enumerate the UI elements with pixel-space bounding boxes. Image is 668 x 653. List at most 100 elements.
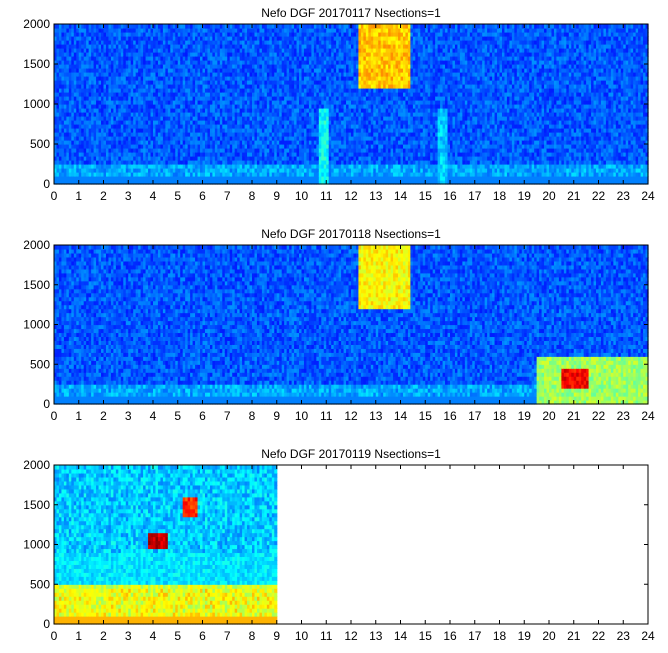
heatmap-cell	[83, 100, 87, 105]
heatmap-cell	[200, 76, 204, 81]
heatmap-cell	[91, 132, 95, 137]
heatmap-cell	[58, 144, 63, 149]
heatmap-cell	[63, 116, 67, 121]
heatmap-cell	[195, 28, 199, 33]
heatmap-cell	[130, 140, 134, 145]
heatmap-cell	[98, 36, 102, 41]
heatmap-cell	[91, 24, 95, 29]
heatmap-cell	[187, 44, 191, 49]
heatmap-cell	[105, 36, 110, 41]
heatmap-cell	[118, 148, 122, 153]
heatmap-cell	[66, 124, 70, 129]
heatmap-cell	[170, 108, 174, 113]
heatmap-cell	[58, 56, 63, 61]
heatmap-cell	[172, 164, 176, 169]
heatmap-cell	[160, 68, 164, 73]
heatmap-cell	[219, 28, 223, 33]
heatmap-cell	[182, 164, 186, 169]
heatmap-cell	[61, 148, 65, 153]
heatmap-cell	[242, 104, 246, 109]
heatmap-cell	[128, 112, 132, 117]
heatmap-cell	[133, 108, 137, 113]
heatmap-cell	[234, 72, 238, 77]
heatmap-cell	[86, 140, 90, 145]
heatmap-cell	[93, 140, 97, 145]
heatmap-cell	[76, 76, 80, 81]
heatmap-cell	[202, 88, 206, 93]
heatmap-cell	[239, 136, 243, 141]
heatmap-cell	[202, 56, 206, 61]
heatmap-cell	[101, 148, 105, 153]
heatmap-cell	[204, 128, 209, 133]
heatmap-cell	[187, 172, 191, 177]
heatmap-cell	[71, 100, 75, 105]
heatmap-cell	[133, 36, 137, 41]
heatmap-cell	[202, 112, 206, 117]
heatmap-cell	[83, 48, 87, 53]
heatmap-cell	[93, 144, 97, 149]
heatmap-cell	[229, 36, 233, 41]
heatmap-cell	[165, 132, 169, 137]
heatmap-cell	[150, 80, 154, 85]
heatmap-cell	[185, 72, 189, 77]
heatmap-cell	[182, 36, 186, 41]
heatmap-cell	[170, 72, 174, 77]
heatmap-cell	[237, 116, 241, 121]
heatmap-cell	[207, 148, 211, 153]
heatmap-cell	[143, 44, 147, 49]
heatmap-cell	[93, 32, 97, 37]
heatmap-cell	[148, 24, 152, 29]
heatmap-cell	[81, 32, 85, 37]
heatmap-cell	[118, 136, 122, 141]
heatmap-cell	[190, 104, 194, 109]
heatmap-cell	[155, 116, 159, 121]
heatmap-cell	[242, 144, 246, 149]
heatmap-cell	[56, 144, 60, 149]
heatmap-cell	[125, 44, 129, 49]
heatmap-cell	[81, 176, 85, 181]
heatmap-cell	[71, 84, 75, 89]
heatmap-cell	[192, 32, 196, 37]
heatmap-cell	[71, 32, 75, 37]
heatmap-cell	[81, 132, 85, 137]
heatmap-cell	[195, 152, 199, 157]
heatmap-cell	[58, 32, 63, 37]
heatmap-cell	[247, 80, 251, 85]
heatmap-cell	[249, 92, 253, 97]
heatmap-cell	[68, 68, 72, 73]
heatmap-cell	[219, 140, 223, 145]
heatmap-cell	[157, 156, 162, 161]
heatmap-cell	[192, 88, 196, 93]
heatmap-cell	[239, 92, 243, 97]
heatmap-cell	[157, 84, 162, 89]
heatmap-cell	[143, 52, 147, 57]
heatmap-cell	[76, 36, 80, 41]
heatmap-cell	[209, 160, 213, 165]
heatmap-cell	[157, 40, 162, 45]
heatmap-cell	[185, 40, 189, 45]
heatmap-cell	[217, 96, 221, 101]
heatmap-cell	[135, 132, 139, 137]
heatmap-cell	[150, 180, 154, 185]
heatmap-cell	[138, 108, 142, 113]
heatmap-cell	[232, 76, 236, 81]
heatmap-cell	[153, 124, 157, 129]
heatmap-cell	[143, 76, 147, 81]
heatmap-cell	[118, 172, 122, 177]
heatmap-cell	[234, 96, 238, 101]
heatmap-cell	[192, 148, 196, 153]
heatmap-cell	[86, 132, 90, 137]
heatmap-cell	[150, 76, 154, 81]
heatmap-cell	[86, 56, 90, 61]
heatmap-cell	[88, 100, 92, 105]
heatmap-cell	[214, 156, 218, 161]
heatmap-cell	[204, 92, 209, 97]
heatmap-cell	[160, 144, 164, 149]
heatmap-cell	[108, 76, 112, 81]
heatmap-cell	[143, 172, 147, 177]
heatmap-cell	[105, 116, 110, 121]
heatmap-cell	[187, 152, 191, 157]
heatmap-cell	[249, 40, 253, 45]
heatmap-cell	[96, 36, 100, 41]
heatmap-cell	[145, 72, 149, 77]
